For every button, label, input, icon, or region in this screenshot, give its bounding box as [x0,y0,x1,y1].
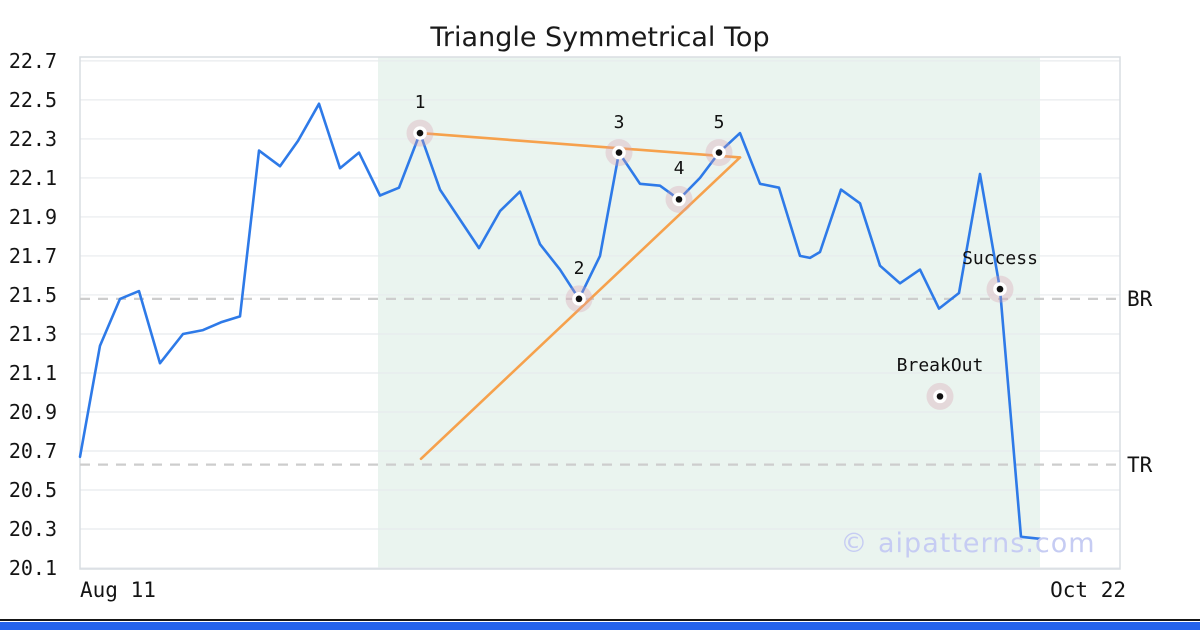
y-tick-label: 21.5 [8,282,57,307]
marker-dot-breakout [936,393,944,400]
y-tick-label: 20.7 [8,438,57,463]
marker-label-2: 2 [573,257,585,279]
y-tick-label: 20.9 [8,399,57,424]
y-tick-label: 21.9 [8,204,57,229]
bottom-divider-line [0,619,1200,621]
marker-label-5: 5 [713,111,725,133]
marker-label-1: 1 [414,92,426,114]
pattern-shade-region [378,57,1040,569]
trendline-lower-support [419,156,742,461]
y-tick-label: 22.1 [8,165,57,190]
marker-dot-3 [615,149,623,156]
y-tick-label: 21.7 [8,243,57,268]
marker-dot-1 [416,129,424,137]
trendline-upper-resistance [418,131,742,159]
y-tick-label: 21.3 [8,321,57,346]
x-tick-end: Oct 22 [1050,578,1126,602]
chart-title: Triangle Symmetrical Top [430,22,770,53]
y-tick-label: 22.3 [8,126,57,151]
level-label-tr: TR [1127,452,1153,477]
marker-label-breakout: BreakOut [896,355,984,377]
marker-dot-5 [715,149,723,156]
marker-label-success: Success [962,248,1038,270]
y-tick-label: 20.3 [8,517,57,541]
marker-dot-4 [675,196,683,203]
y-tick-label: 22.5 [8,87,57,112]
marker-dot-success [996,285,1004,293]
bottom-accent-bar [0,622,1200,630]
y-tick-label: 20.5 [8,478,57,502]
level-label-br: BR [1127,286,1153,311]
marker-label-4: 4 [673,158,685,180]
watermark: © aipatterns.com [840,528,1096,559]
y-tick-label: 22.7 [8,48,57,73]
y-tick-label: 20.1 [8,556,57,581]
plot-border [79,56,1121,570]
x-tick-start: Aug 11 [80,578,156,602]
marker-label-3: 3 [613,111,625,133]
y-tick-label: 21.1 [8,360,57,385]
marker-dot-2 [575,295,583,303]
